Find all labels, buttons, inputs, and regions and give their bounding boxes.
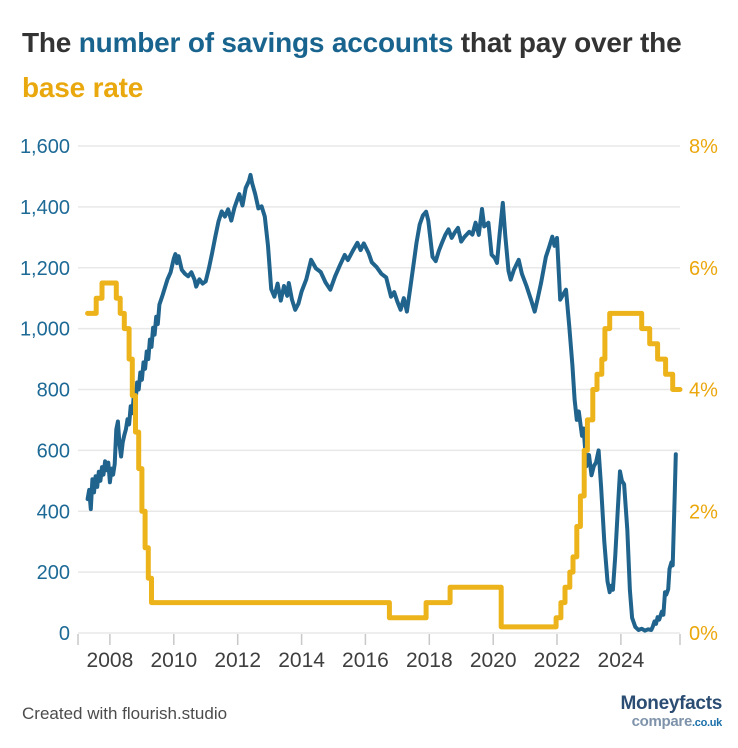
y-axis-right-label: 8% — [689, 136, 718, 158]
logo-compare-text: compare.co.uk — [631, 713, 723, 730]
y-axis-left-label: 0 — [59, 623, 70, 645]
accounts-line-series — [85, 172, 678, 633]
x-axis-label: 2024 — [598, 649, 645, 672]
x-axis-label: 2018 — [406, 649, 453, 672]
y-axis-left-label: 1,200 — [20, 258, 70, 280]
x-axis-label: 2012 — [214, 649, 261, 672]
flourish-credit: Created with flourish.studio — [22, 704, 228, 723]
base-rate-line-series — [85, 280, 683, 630]
x-axis-label: 2020 — [470, 649, 517, 672]
y-axis-left-label: 800 — [37, 380, 70, 402]
title-highlight-base-rate: base rate — [22, 72, 144, 103]
x-axis-label: 2016 — [342, 649, 389, 672]
y-axis-right-label: 0% — [689, 623, 718, 645]
title-part-2: that pay over the — [453, 27, 682, 58]
y-axis-left-label: 600 — [37, 440, 70, 462]
x-axis-label: 2008 — [87, 649, 134, 672]
y-axis-left-label: 200 — [37, 562, 70, 584]
y-axis-left-label: 1,400 — [20, 197, 70, 219]
logo-moneyfacts-text: Moneyfacts — [620, 693, 722, 714]
y-axis-left-label: 1,600 — [20, 136, 70, 158]
chart-canvas: 0 200 400 600 800 1,000 1,200 1,400 1,600 0% 2% 4% 6… — [20, 136, 718, 672]
y-axis-left-label: 400 — [37, 501, 70, 523]
title-highlight-accounts: number of savings accounts — [78, 27, 454, 58]
y-axis-left-label: 1,000 — [20, 319, 70, 341]
y-axis-right-label: 2% — [689, 501, 718, 523]
x-axis-label: 2014 — [278, 649, 325, 672]
x-axis-label: 2022 — [534, 649, 581, 672]
chart-footer: Created with flourish.studio Moneyfacts … — [0, 694, 738, 734]
y-axis-right-label: 4% — [689, 380, 718, 402]
moneyfactscompare-logo: Moneyfacts compare.co.uk — [620, 694, 722, 729]
x-axis-label: 2010 — [150, 649, 197, 672]
chart-title: The number of savings accounts that pay … — [22, 20, 682, 110]
y-axis-right-label: 6% — [689, 258, 718, 280]
title-part-1: The — [22, 27, 79, 58]
logo-couk-text: .co.uk — [692, 717, 722, 729]
